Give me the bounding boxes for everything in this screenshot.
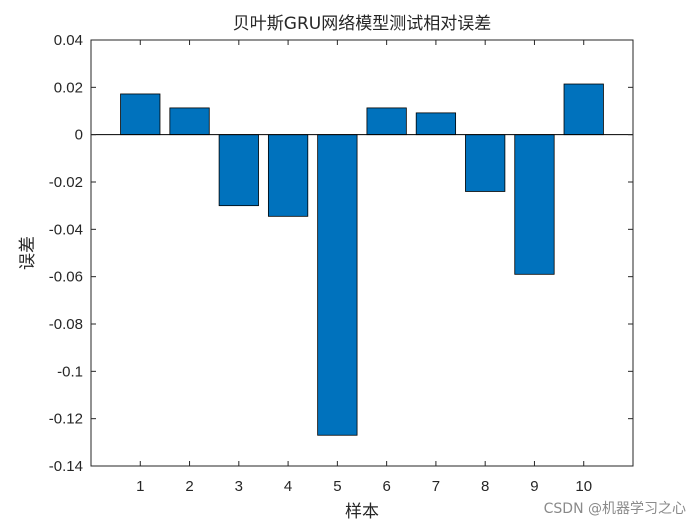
y-tick-label: -0.04: [49, 221, 83, 238]
y-tick-label: 0: [75, 127, 83, 144]
bar-1: [120, 93, 161, 136]
x-axis-ticks: 1 2 3 4 5 6 7 8 9 10: [136, 40, 592, 495]
bar-6: [366, 107, 407, 136]
y-tick-label: -0.02: [49, 174, 83, 191]
y-tick-label: 0.02: [54, 79, 83, 96]
watermark: CSDN @机器学习之心: [544, 501, 686, 517]
bar-3: [218, 134, 259, 207]
x-tick-label: 6: [382, 478, 390, 495]
x-tick-label: 1: [136, 478, 144, 495]
chart-title: 贝叶斯GRU网络模型测试相对误差: [233, 14, 491, 34]
axes-box: [90, 39, 634, 467]
bar-8: [465, 134, 506, 192]
y-tick-label: -0.1: [57, 363, 83, 380]
x-tick-label: 3: [235, 478, 243, 495]
y-tick-label: -0.08: [49, 316, 83, 333]
bars-group: [120, 83, 604, 436]
bar-5: [317, 134, 358, 436]
x-tick-label: 10: [575, 478, 592, 495]
y-axis-ticks: 0.04 0.02 0 -0.02 -0.04 -0.06 -0.08 -0.1 -0.12 -0…: [49, 32, 633, 475]
bar-10: [563, 83, 604, 136]
x-tick-label: 8: [481, 478, 489, 495]
y-axis-label: 误差: [18, 236, 38, 270]
x-tick-label: 5: [333, 478, 341, 495]
bar-9: [514, 134, 555, 275]
x-tick-label: 7: [432, 478, 440, 495]
x-tick-label: 2: [185, 478, 193, 495]
x-axis-label: 样本: [345, 502, 379, 522]
x-tick-label: 9: [530, 478, 538, 495]
x-tick-label: 4: [284, 478, 292, 495]
y-tick-label: 0.04: [54, 32, 83, 49]
y-tick-label: -0.14: [49, 458, 83, 475]
bar-4: [267, 134, 309, 217]
bar-2: [169, 107, 210, 136]
bar-7: [415, 112, 457, 136]
y-tick-label: -0.12: [49, 411, 83, 428]
y-tick-label: -0.06: [49, 269, 83, 286]
